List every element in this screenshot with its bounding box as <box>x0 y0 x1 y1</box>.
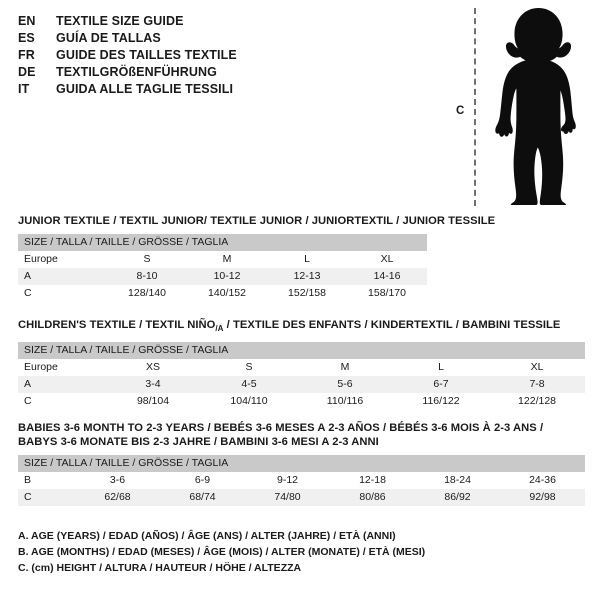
table-cell: 5-6 <box>297 376 393 394</box>
legend-row-b: B. AGE (MONTHS) / EDAD (MESES) / ÂGE (MO… <box>18 546 426 558</box>
section-junior: JUNIOR TEXTILE / TEXTIL JUNIOR/ TEXTILE … <box>18 214 495 302</box>
row-label: Europe <box>18 251 107 268</box>
table-cell: 68/74 <box>160 489 245 506</box>
table-cell: L <box>393 359 489 377</box>
language-code: FR <box>18 48 35 62</box>
language-row: IT GUIDA ALLE TAGLIE TESSILI <box>18 81 438 98</box>
row-label: C <box>18 489 75 506</box>
section-title-babies-line1: BABIES 3-6 MONTH TO 2-3 YEARS / BEBÉS 3-… <box>18 422 544 434</box>
language-code: IT <box>18 82 30 96</box>
language-title: TEXTILGRÖßENFÜHRUNG <box>56 65 217 79</box>
legend-row-a: A. AGE (YEARS) / EDAD (AÑOS) / ÂGE (ANS)… <box>18 530 396 542</box>
table-row: A 3-4 4-5 5-6 6-7 7-8 <box>18 376 586 394</box>
table-cell: 128/140 <box>107 285 187 302</box>
legend-row-c: C. (cm) HEIGHT / ALTURA / HAUTEUR / HÖHE… <box>18 562 302 574</box>
table-cell: 14-16 <box>347 268 428 285</box>
table-cell: 10-12 <box>187 268 267 285</box>
table-cell: 24-36 <box>500 472 586 489</box>
row-label: Europe <box>18 359 105 377</box>
table-band-row: SIZE / TALLA / TAILLE / GRÖSSE / TAGLIA <box>18 455 586 472</box>
language-title: GUIDA ALLE TAGLIE TESSILI <box>56 82 234 96</box>
language-title: GUIDE DES TAILLES TEXTILE <box>56 48 237 62</box>
table-cell: 98/104 <box>105 393 201 411</box>
size-table-babies: SIZE / TALLA / TAILLE / GRÖSSE / TAGLIA … <box>18 455 586 506</box>
table-cell: 3-4 <box>105 376 201 394</box>
table-row: Europe XS S M L XL <box>18 359 586 377</box>
height-dashed-line-icon <box>474 8 476 206</box>
row-label: A <box>18 268 107 285</box>
table-cell: XL <box>347 251 428 268</box>
language-row: DE TEXTILGRÖßENFÜHRUNG <box>18 64 438 81</box>
table-cell: M <box>297 359 393 377</box>
row-label: C <box>18 285 107 302</box>
table-cell: M <box>187 251 267 268</box>
section-title-babies-line2: BABYS 3-6 MONATE BIS 2-3 JAHRE / BAMBINI… <box>18 436 379 448</box>
table-cell: L <box>267 251 347 268</box>
row-label: B <box>18 472 75 489</box>
section-title-children: CHILDREN'S TEXTILE / TEXTIL NIÑO/A / TEX… <box>18 318 585 336</box>
size-table-children: SIZE / TALLA / TAILLE / GRÖSSE / TAGLIA … <box>18 342 586 411</box>
section-title-children-post: / TEXTILE DES ENFANTS / KINDERTEXTIL / B… <box>223 319 561 331</box>
table-cell: 104/110 <box>201 393 297 411</box>
table-cell: S <box>107 251 187 268</box>
table-cell: 7-8 <box>489 376 586 394</box>
section-title-junior: JUNIOR TEXTILE / TEXTIL JUNIOR/ TEXTILE … <box>18 215 496 227</box>
table-cell: 12-13 <box>267 268 347 285</box>
table-cell: 3-6 <box>75 472 160 489</box>
table-row: C 98/104 104/110 110/116 116/122 122/128 <box>18 393 586 411</box>
language-row: EN TEXTILE SIZE GUIDE <box>18 13 438 30</box>
table-cell: 6-7 <box>393 376 489 394</box>
size-table-junior: SIZE / TALLA / TAILLE / GRÖSSE / TAGLIA … <box>18 234 428 302</box>
language-title: GUÍA DE TALLAS <box>56 31 161 45</box>
table-row: Europe S M L XL <box>18 251 428 268</box>
table-cell: 12-18 <box>330 472 415 489</box>
table-cell: 4-5 <box>201 376 297 394</box>
row-label: A <box>18 376 105 394</box>
table-cell: 140/152 <box>187 285 267 302</box>
table-row: B 3-6 6-9 9-12 12-18 18-24 24-36 <box>18 472 586 489</box>
table-row: A 8-10 10-12 12-13 14-16 <box>18 268 428 285</box>
row-label: C <box>18 393 105 411</box>
section-title-children-sub: /A <box>215 324 224 334</box>
figure-area: C <box>440 0 600 215</box>
section-title-children-pre: CHILDREN'S TEXTILE / TEXTIL NIÑO <box>18 319 216 331</box>
table-cell: 116/122 <box>393 393 489 411</box>
table-cell: 152/158 <box>267 285 347 302</box>
table-cell: 62/68 <box>75 489 160 506</box>
table-cell: XS <box>105 359 201 377</box>
table-cell: 8-10 <box>107 268 187 285</box>
table-cell: 158/170 <box>347 285 428 302</box>
section-babies: BABIES 3-6 MONTH TO 2-3 YEARS / BEBÉS 3-… <box>18 421 586 506</box>
language-row: ES GUÍA DE TALLAS <box>18 30 438 47</box>
table-row: C 128/140 140/152 152/158 158/170 <box>18 285 428 302</box>
table-band-row: SIZE / TALLA / TAILLE / GRÖSSE / TAGLIA <box>18 342 586 360</box>
language-code: ES <box>18 31 35 45</box>
table-cell: 80/86 <box>330 489 415 506</box>
language-title: TEXTILE SIZE GUIDE <box>56 14 184 28</box>
language-row: FR GUIDE DES TAILLES TEXTILE <box>18 47 438 64</box>
table-row: C 62/68 68/74 74/80 80/86 86/92 92/98 <box>18 489 586 506</box>
section-children: CHILDREN'S TEXTILE / TEXTIL NIÑO/A / TEX… <box>18 318 586 411</box>
table-cell: 110/116 <box>297 393 393 411</box>
legend-block: A. AGE (YEARS) / EDAD (AÑOS) / ÂGE (ANS)… <box>18 528 425 576</box>
table-band-row: SIZE / TALLA / TAILLE / GRÖSSE / TAGLIA <box>18 234 428 251</box>
size-band-label: SIZE / TALLA / TAILLE / GRÖSSE / TAGLIA <box>18 455 586 472</box>
table-cell: S <box>201 359 297 377</box>
language-title-block: EN TEXTILE SIZE GUIDE ES GUÍA DE TALLAS … <box>18 13 438 98</box>
table-cell: 6-9 <box>160 472 245 489</box>
table-cell: 122/128 <box>489 393 586 411</box>
table-cell: 9-12 <box>245 472 330 489</box>
table-cell: 18-24 <box>415 472 500 489</box>
table-cell: 86/92 <box>415 489 500 506</box>
language-code: DE <box>18 65 36 79</box>
table-cell: 92/98 <box>500 489 586 506</box>
language-code: EN <box>18 14 36 28</box>
table-cell: XL <box>489 359 586 377</box>
size-band-label: SIZE / TALLA / TAILLE / GRÖSSE / TAGLIA <box>18 234 428 251</box>
toddler-silhouette-icon <box>495 8 576 205</box>
table-cell: 74/80 <box>245 489 330 506</box>
size-band-label: SIZE / TALLA / TAILLE / GRÖSSE / TAGLIA <box>18 342 586 360</box>
height-measure-label: C <box>456 105 465 117</box>
